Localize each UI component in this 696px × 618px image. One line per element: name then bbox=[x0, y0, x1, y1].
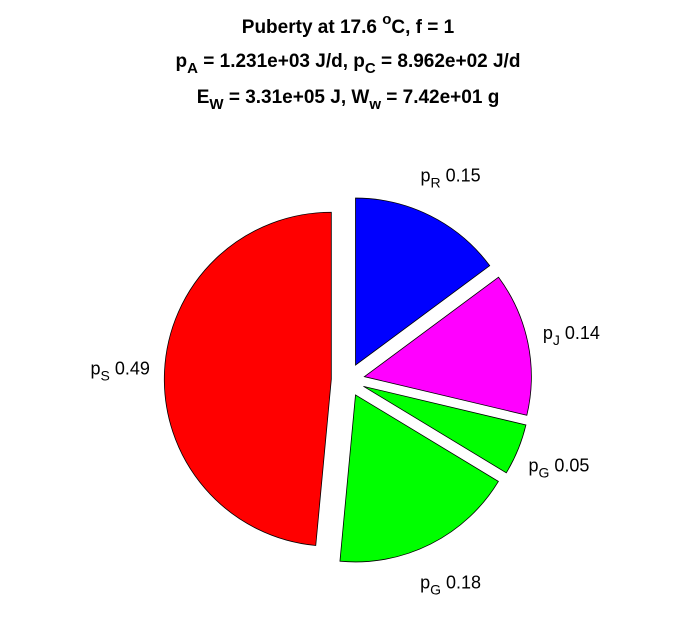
slice-label: pG 0.18 bbox=[420, 572, 481, 597]
label-value: 0.05 bbox=[554, 455, 589, 475]
title-run: = 7.42e+01 g bbox=[381, 87, 499, 108]
chart-title: Puberty at 17.6 oC, f = 1 bbox=[242, 11, 455, 38]
label-sub: G bbox=[539, 464, 550, 480]
label-name: p bbox=[91, 358, 101, 378]
title-run: A bbox=[187, 60, 198, 77]
label-value: 0.14 bbox=[565, 323, 600, 343]
label-value: 0.49 bbox=[115, 358, 150, 378]
label-name: p bbox=[420, 165, 430, 185]
title-run: Puberty at 17.6 bbox=[242, 17, 382, 38]
title-run: = 3.31e+05 J, W bbox=[224, 87, 370, 108]
label-sub: G bbox=[430, 581, 441, 597]
label-sub: J bbox=[553, 332, 560, 348]
label-sub: S bbox=[101, 367, 110, 383]
title-run: o bbox=[382, 11, 391, 28]
title-run: p bbox=[176, 51, 188, 72]
label-name: p bbox=[420, 572, 430, 592]
slice-label: pJ 0.14 bbox=[543, 323, 600, 348]
label-value: 0.18 bbox=[446, 572, 481, 592]
slice-label: pR 0.15 bbox=[420, 165, 480, 190]
label-value: 0.15 bbox=[446, 165, 481, 185]
title-run: C, f = 1 bbox=[391, 17, 454, 38]
pie-slice bbox=[163, 211, 332, 546]
pie-slice bbox=[363, 385, 527, 474]
pie-slice bbox=[363, 276, 532, 416]
label-sub: R bbox=[430, 174, 440, 190]
pie-slice bbox=[355, 197, 491, 366]
title-run: w bbox=[368, 96, 381, 113]
title-run: E bbox=[197, 87, 210, 108]
chart-title: pA = 1.231e+03 J/d, pC = 8.962e+02 J/d bbox=[176, 51, 521, 77]
pie-slice bbox=[339, 394, 499, 563]
title-run: = 8.962e+02 J/d bbox=[376, 51, 521, 72]
label-name: p bbox=[529, 455, 539, 475]
slice-label: pS 0.49 bbox=[91, 358, 150, 383]
title-run: = 1.231e+03 J/d, p bbox=[198, 51, 365, 72]
chart-title: EW = 3.31e+05 J, Ww = 7.42e+01 g bbox=[197, 87, 500, 113]
title-run: C bbox=[365, 60, 376, 77]
label-name: p bbox=[543, 323, 553, 343]
slice-label: pG 0.05 bbox=[529, 455, 590, 480]
title-run: W bbox=[209, 96, 224, 113]
